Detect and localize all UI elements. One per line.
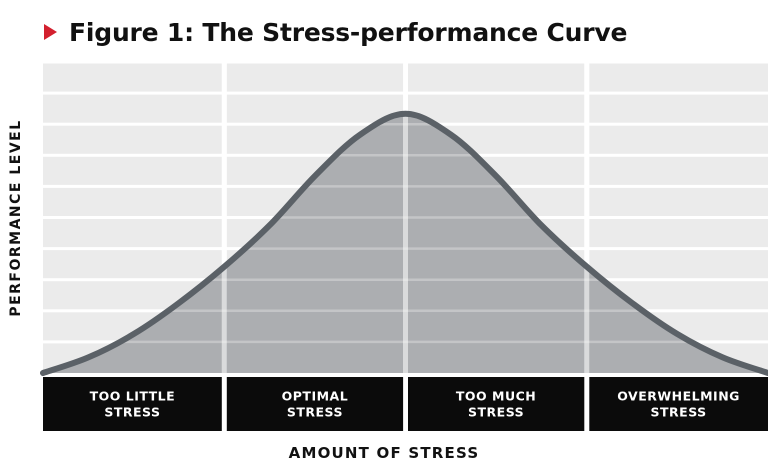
grid-cell <box>589 94 768 123</box>
grid-cell <box>43 125 222 154</box>
grid-cell <box>43 63 222 92</box>
title-triangle-icon <box>44 24 57 40</box>
grid-cell <box>43 250 222 279</box>
category-label: TOO LITTLE <box>90 389 176 404</box>
category-band <box>226 377 404 431</box>
category-label: STRESS <box>287 405 343 420</box>
grid-cell <box>408 94 585 123</box>
grid-cell <box>408 63 585 92</box>
grid-cell <box>589 125 768 154</box>
grid-cell <box>43 219 222 248</box>
grid-cell <box>589 187 768 216</box>
y-axis-label-container: PERFORMANCE LEVEL <box>4 60 28 376</box>
category-label: TOO MUCH <box>456 389 536 404</box>
chart-title: Figure 1: The Stress-performance Curve <box>69 17 628 47</box>
category-label: STRESS <box>651 405 707 420</box>
category-band <box>589 377 768 431</box>
grid-cell <box>589 219 768 248</box>
grid-cell <box>43 187 222 216</box>
grid-cell <box>589 63 768 92</box>
category-band <box>43 377 222 431</box>
category-label: OPTIMAL <box>282 389 349 404</box>
performance-curve-line <box>40 110 768 376</box>
category-label: OVERWHELMING <box>617 389 740 404</box>
chart-title-row: Figure 1: The Stress-performance Curve <box>44 10 627 54</box>
category-label: STRESS <box>468 405 524 420</box>
category-band <box>408 377 585 431</box>
grid-cell <box>589 156 768 185</box>
grid-cell <box>589 250 768 279</box>
category-label: STRESS <box>104 405 160 420</box>
grid-cell <box>226 63 404 92</box>
grid-cell <box>43 94 222 123</box>
y-axis-label: PERFORMANCE LEVEL <box>8 119 24 317</box>
grid-cell <box>43 156 222 185</box>
x-axis-label: AMOUNT OF STRESS <box>288 444 480 462</box>
grid-cell <box>226 94 404 123</box>
